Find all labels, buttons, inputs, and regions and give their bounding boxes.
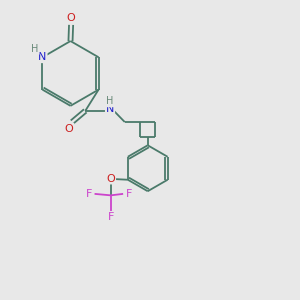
Text: H: H: [32, 44, 39, 54]
Text: N: N: [106, 104, 114, 114]
Text: O: O: [106, 174, 115, 184]
Text: F: F: [108, 212, 114, 222]
Text: F: F: [126, 189, 132, 199]
Text: N: N: [38, 52, 46, 62]
Text: O: O: [67, 14, 76, 23]
Text: F: F: [85, 189, 92, 199]
Text: O: O: [65, 124, 74, 134]
Text: H: H: [106, 96, 114, 106]
